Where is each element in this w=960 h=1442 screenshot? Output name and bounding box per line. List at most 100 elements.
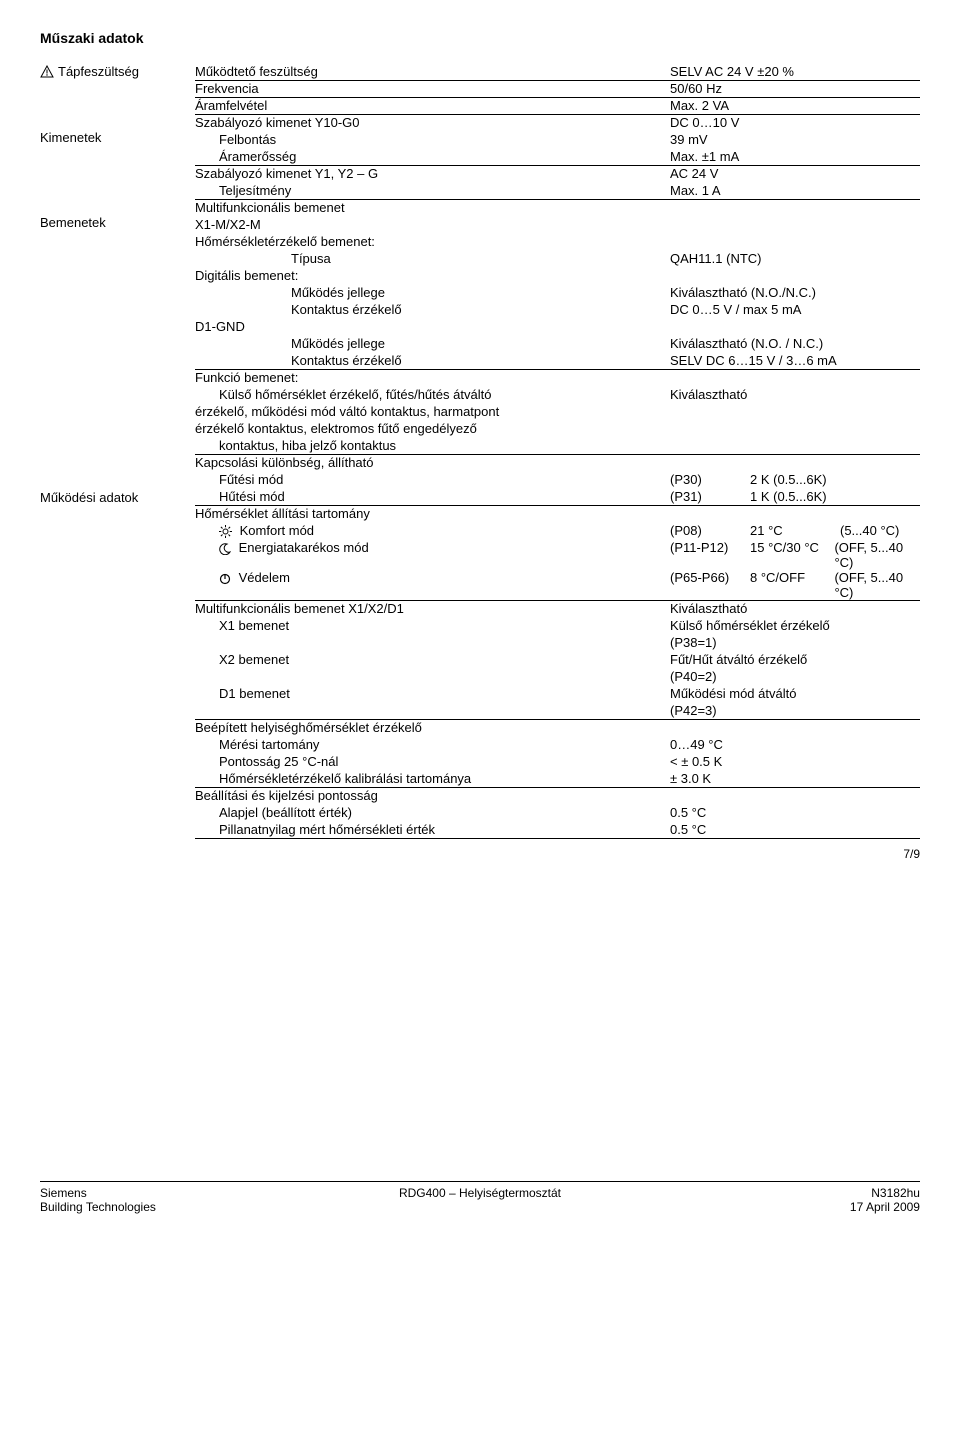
row-heat: Fűtési mód (P30) 2 K (0.5...6K)	[195, 472, 920, 489]
perf-value: Max. 1 A	[670, 183, 920, 198]
builtin-label: Beépített helyiséghőmérséklet érzékelő	[195, 720, 920, 737]
row-cal: Hőmérsékletérzékelő kalibrálási tartomán…	[195, 771, 920, 788]
setpoint-label: Alapjel (beállított érték)	[195, 805, 670, 820]
x1-value2: (P38=1)	[670, 635, 920, 650]
heat-label-text: Fűtési mód	[219, 472, 283, 487]
row-instant: Pillanatnyilag mért hőmérsékleti érték 0…	[195, 822, 920, 839]
comfort-row: Komfort mód	[195, 523, 670, 538]
side-label-outputs: Kimenetek	[40, 130, 195, 145]
side-label-power-text: Tápfeszültség	[58, 64, 139, 79]
freq-label: Frekvencia	[195, 81, 670, 96]
side-label-inputs: Bemenetek	[40, 215, 195, 230]
x1-value1: Külső hőmérséklet érzékelő	[670, 618, 920, 633]
footer-l1: Siemens	[40, 1186, 330, 1200]
row-acc: Pontosság 25 °C-nál < ± 0.5 K	[195, 754, 920, 771]
op-voltage-label: Működtető feszültség	[195, 64, 670, 79]
func-desc-2: érzékelő, működési mód váltó kontaktus, …	[195, 404, 920, 421]
temp-range-title: Hőmérséklet állítási tartomány	[195, 506, 920, 523]
row-resolution: Felbontás 39 mV	[195, 132, 920, 149]
row-x1b: (P38=1)	[195, 635, 920, 652]
footer-l2: Building Technologies	[40, 1200, 330, 1214]
right-column: Működtető feszültség SELV AC 24 V ±20 % …	[195, 64, 920, 839]
y10-label: Szabályozó kimenet Y10-G0	[195, 115, 670, 130]
footer-r2: 17 April 2009	[630, 1200, 920, 1214]
spec-table: Tápfeszültség Kimenetek Bemenetek Működé…	[40, 64, 920, 839]
side-label-power: Tápfeszültség	[40, 64, 195, 79]
cool-value: 1 K (0.5...6K)	[750, 489, 920, 504]
type-label: Típusa	[195, 251, 670, 266]
d1-value2: (P42=3)	[670, 703, 920, 718]
row-d1: D1 bemenet Működési mód átváltó	[195, 686, 920, 703]
digital-label: Digitális bemenet:	[195, 268, 920, 285]
energy-label: Energiatakarékos mód	[239, 540, 369, 555]
func-desc-3: érzékelő kontaktus, elektromos fűtő enge…	[195, 421, 920, 438]
sun-icon	[219, 525, 232, 538]
multi-label: Multifunkcionális bemenet	[195, 200, 920, 217]
temp-sensor-label: Hőmérsékletérzékelő bemenet:	[195, 234, 920, 251]
current-label: Áramerősség	[195, 149, 670, 164]
perf-label: Teljesítmény	[195, 183, 670, 198]
current-value: Max. ±1 mA	[670, 149, 920, 164]
meas-value: 0…49 °C	[670, 737, 920, 752]
row-contact2: Kontaktus érzékelő SELV DC 6…15 V / 3…6 …	[195, 353, 920, 370]
footer-r1: N3182hu	[630, 1186, 920, 1200]
x2-value2: (P40=2)	[670, 669, 920, 684]
prot-label: Védelem	[239, 570, 290, 585]
contact1-label: Kontaktus érzékelő	[195, 302, 670, 317]
instant-value: 0.5 °C	[670, 822, 920, 837]
page-number: 7/9	[40, 847, 920, 861]
contact2-label: Kontaktus érzékelő	[195, 353, 670, 368]
energy-row: Energiatakarékos mód	[195, 540, 670, 555]
row-setpoint: Alapjel (beállított érték) 0.5 °C	[195, 805, 920, 822]
row-consumption: Áramfelvétel Max. 2 VA	[195, 98, 920, 115]
heat-code: (P30)	[670, 472, 750, 487]
op-voltage-value: SELV AC 24 V ±20 %	[670, 64, 920, 79]
resolution-label: Felbontás	[195, 132, 670, 147]
row-func1: Külső hőmérséklet érzékelő, fűtés/hűtés …	[195, 387, 920, 404]
comfort-label: Komfort mód	[240, 523, 314, 538]
x2-label: X2 bemenet	[195, 652, 670, 667]
switch-diff-label: Kapcsolási különbség, állítható	[195, 455, 920, 472]
row-action1: Működés jellege Kiválasztható (N.O./N.C.…	[195, 285, 920, 302]
acc-label: Pontosság 25 °C-nál	[195, 754, 670, 769]
warning-triangle-icon	[40, 65, 54, 79]
row-func4: kontaktus, hiba jelző kontaktus	[195, 438, 920, 455]
heat-value: 2 K (0.5...6K)	[750, 472, 920, 487]
action1-label: Működés jellege	[195, 285, 670, 300]
action2-label: Működés jellege	[195, 336, 670, 351]
standby-icon	[219, 573, 231, 585]
cool-label: Hűtési mód	[195, 489, 670, 504]
x1-label: X1 bemenet	[195, 618, 670, 633]
func-desc-4: kontaktus, hiba jelző kontaktus	[195, 438, 670, 453]
row-y12: Szabályozó kimenet Y1, Y2 – G AC 24 V	[195, 166, 920, 183]
comfort-v1: 21 °C	[750, 523, 840, 538]
contact2-value: SELV DC 6…15 V / 3…6 mA	[670, 353, 920, 368]
row-comfort: Komfort mód (P08) 21 °C (5...40 °C)	[195, 523, 920, 540]
heat-label: Fűtési mód	[195, 472, 670, 487]
y10-value: DC 0…10 V	[670, 115, 920, 130]
type-value: QAH11.1 (NTC)	[670, 251, 920, 266]
row-d1b: (P42=3)	[195, 703, 920, 720]
func-desc-1: Külső hőmérséklet érzékelő, fűtés/hűtés …	[195, 387, 670, 402]
comfort-code: (P08)	[670, 523, 750, 538]
cal-label: Hőmérsékletérzékelő kalibrálási tartomán…	[195, 771, 670, 786]
row-op-voltage: Működtető feszültség SELV AC 24 V ±20 %	[195, 64, 920, 81]
action2-value: Kiválasztható (N.O. / N.C.)	[670, 336, 920, 351]
resolution-value: 39 mV	[670, 132, 920, 147]
side-label-opdata: Működési adatok	[40, 490, 195, 505]
left-column: Tápfeszültség Kimenetek Bemenetek Működé…	[40, 64, 195, 839]
instant-label: Pillanatnyilag mért hőmérsékleti érték	[195, 822, 670, 837]
row-protection: Védelem (P65-P66) 8 °C/OFF (OFF, 5...40 …	[195, 570, 920, 601]
d1-value1: Működési mód átváltó	[670, 686, 920, 701]
meas-label: Mérési tartomány	[195, 737, 670, 752]
y12-value: AC 24 V	[670, 166, 920, 181]
acc-value: < ± 0.5 K	[670, 754, 920, 769]
page-title: Műszaki adatok	[40, 30, 920, 46]
row-energy: Energiatakarékos mód (P11-P12) 15 °C/30 …	[195, 540, 920, 570]
row-current: Áramerősség Max. ±1 mA	[195, 149, 920, 166]
row-multix: Multifunkcionális bemenet X1/X2/D1 Kivál…	[195, 601, 920, 618]
row-contact1: Kontaktus érzékelő DC 0…5 V / max 5 mA	[195, 302, 920, 319]
x1x2-label: X1-M/X2-M	[195, 217, 920, 234]
d1-label: D1 bemenet	[195, 686, 670, 701]
energy-code: (P11-P12)	[670, 540, 750, 555]
